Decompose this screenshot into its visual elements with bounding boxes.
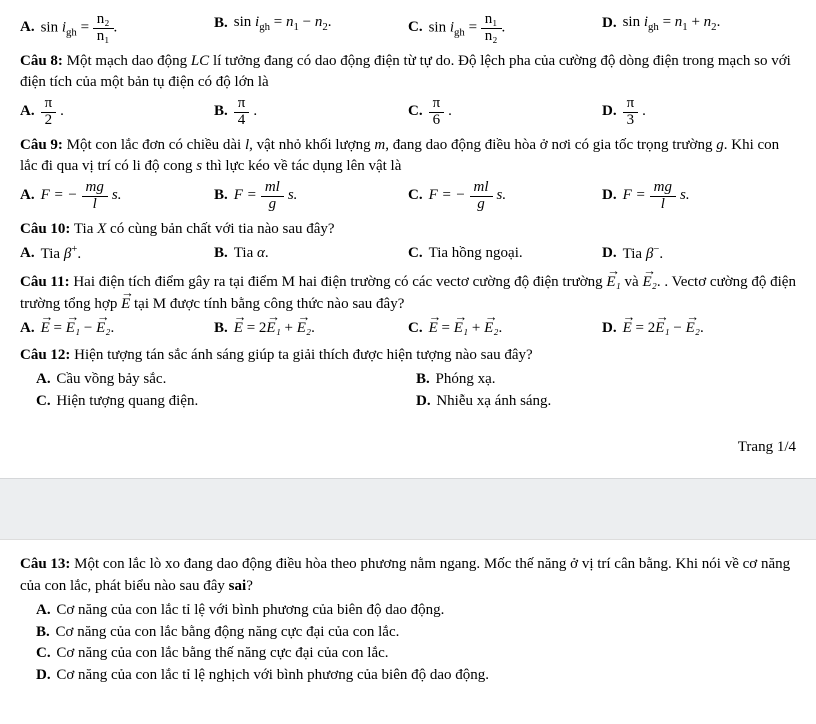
- q12-option-b: B. Phóng xạ.: [416, 369, 796, 391]
- q12-option-d: D. Nhiễu xạ ánh sáng.: [416, 391, 796, 413]
- q7-option-b: B. sin igh = n1 − n2.: [214, 12, 408, 36]
- q7-option-a: A. sin igh = n₂n₁.: [20, 12, 214, 45]
- q11-options: A. E = E₁ − E₂. B. E = 2E₁ + E₂. C. E = …: [20, 318, 796, 340]
- q13-options: A. Cơ năng của con lắc tỉ lệ với bình ph…: [36, 600, 796, 687]
- q8-text: Câu 8: Một mạch dao động LC lí tưởng đan…: [20, 51, 796, 95]
- expr: sin igh = n1 + n2.: [623, 12, 721, 36]
- q8-option-d: D. π3.: [602, 96, 796, 129]
- q13-text: Câu 13: Một con lắc lò xo đang dao động …: [20, 554, 796, 598]
- expr: sin igh = n₂n₁.: [41, 12, 118, 45]
- q9-text: Câu 9: Một con lắc đơn có chiều dài l, v…: [20, 135, 796, 179]
- page-number: Trang 1/4: [20, 437, 796, 459]
- label: D.: [602, 13, 617, 35]
- q9-option-b: B. F = mlg s.: [214, 180, 408, 213]
- q11-option-d: D. E = 2E₁ − E₂.: [602, 318, 796, 340]
- question-number: Câu 8:: [20, 53, 63, 69]
- q10-text: Câu 10: Tia X có cùng bản chất với tia n…: [20, 219, 796, 241]
- q7-option-c: C. sin igh = n₁n₂.: [408, 12, 602, 45]
- q13-option-a: A. Cơ năng của con lắc tỉ lệ với bình ph…: [36, 600, 796, 622]
- q10-option-d: D. Tia β−.: [602, 242, 796, 266]
- question-body: Một con lắc đơn có chiều dài l, vật nhỏ …: [20, 137, 779, 175]
- q9-options: A. F = − mgl s. B. F = mlg s. C. F = − m…: [20, 180, 796, 213]
- q9-option-d: D. F = mgl s.: [602, 180, 796, 213]
- question-body: Một mạch dao động LC lí tưởng đang có da…: [20, 53, 791, 91]
- q12-option-c: C. Hiện tượng quang điện.: [36, 391, 416, 413]
- q8-options: A. π2. B. π4. C. π6. D. π3.: [20, 96, 796, 129]
- label: B.: [214, 13, 228, 35]
- q13-option-d: D. Cơ năng của con lắc tỉ lệ nghịch với …: [36, 665, 796, 687]
- q7-option-d: D. sin igh = n1 + n2.: [602, 12, 796, 36]
- q10-option-c: C. Tia hồng ngoại.: [408, 242, 602, 266]
- q12-text: Câu 12: Hiện tượng tán sắc ánh sáng giúp…: [20, 345, 796, 367]
- expr: sin igh = n1 − n2.: [234, 12, 332, 36]
- q8-option-b: B. π4.: [214, 96, 408, 129]
- q8-option-c: C. π6.: [408, 96, 602, 129]
- q12-option-a: A. Cầu vồng bảy sắc.: [36, 369, 416, 391]
- page-1: A. sin igh = n₂n₁. B. sin igh = n1 − n2.…: [0, 0, 816, 478]
- q10-option-b: B. Tia α.: [214, 242, 408, 266]
- q10-options: A. Tia β+. B. Tia α. C. Tia hồng ngoại. …: [20, 242, 796, 266]
- q7-options: A. sin igh = n₂n₁. B. sin igh = n1 − n2.…: [20, 12, 796, 45]
- q13-option-c: C. Cơ năng của con lắc bằng thế năng cực…: [36, 643, 796, 665]
- label: A.: [20, 17, 35, 39]
- q13-option-b: B. Cơ năng của con lắc bằng động năng cự…: [36, 622, 796, 644]
- q11-option-b: B. E = 2E₁ + E₂.: [214, 318, 408, 340]
- q9-option-c: C. F = − mlg s.: [408, 180, 602, 213]
- q9-option-a: A. F = − mgl s.: [20, 180, 214, 213]
- page-2: Câu 13: Một con lắc lò xo đang dao động …: [0, 540, 816, 695]
- q11-text: Câu 11: Hai điện tích điểm gây ra tại đi…: [20, 272, 796, 316]
- question-body: Tia X có cùng bản chất với tia nào sau đ…: [74, 221, 335, 237]
- q11-option-a: A. E = E₁ − E₂.: [20, 318, 214, 340]
- expr: sin igh = n₁n₂.: [429, 12, 506, 45]
- label: C.: [408, 17, 423, 39]
- q10-option-a: A. Tia β+.: [20, 242, 214, 266]
- q11-option-c: C. E = E₁ + E₂.: [408, 318, 602, 340]
- question-body: Hai điện tích điểm gây ra tại điểm M hai…: [20, 274, 796, 312]
- q8-option-a: A. π2.: [20, 96, 214, 129]
- page-break: [0, 478, 816, 540]
- q12-options: A. Cầu vồng bảy sắc. B. Phóng xạ. C. Hiệ…: [36, 369, 796, 413]
